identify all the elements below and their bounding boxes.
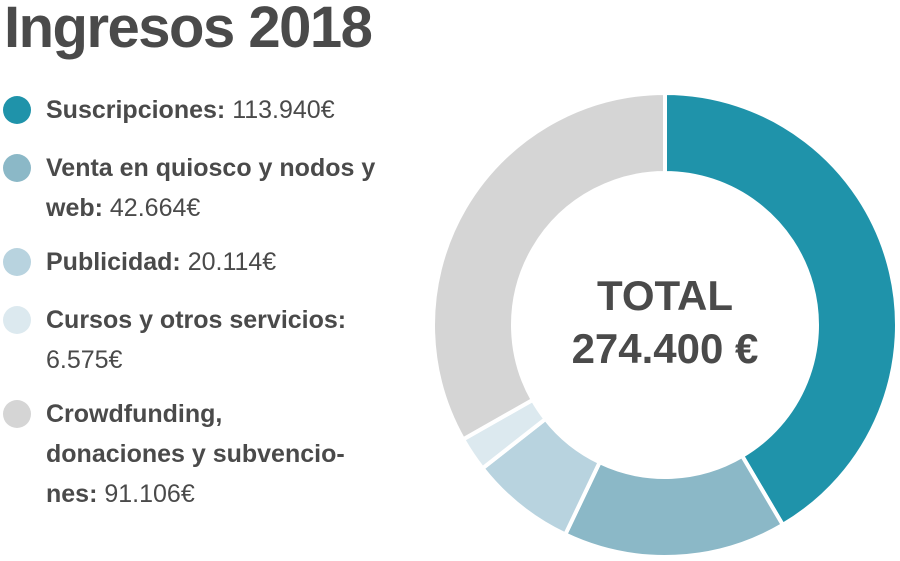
donut-chart: TOTAL 274.400 € xyxy=(431,90,899,559)
legend-swatch xyxy=(3,154,31,182)
legend-value: 20.114€ xyxy=(187,248,277,276)
donut-slice-1 xyxy=(562,453,786,559)
legend-label: Venta en quiosco y nodos y web: xyxy=(46,154,376,222)
legend-label: Publicidad: xyxy=(46,248,181,276)
legend-value: 91.106€ xyxy=(104,480,195,508)
legend-swatch xyxy=(3,248,31,276)
donut-slices xyxy=(431,90,899,559)
legend-value: 6.575€ xyxy=(46,346,123,374)
chart-title: Ingresos 2018 xyxy=(4,0,373,60)
legend-swatch xyxy=(3,306,31,334)
legend-value: 42.664€ xyxy=(109,194,201,222)
donut-slice-4 xyxy=(431,90,667,443)
total-value: 274.400 € xyxy=(572,325,759,372)
total-label: TOTAL xyxy=(597,272,733,319)
legend-label: Crowdfunding, donaciones y subvencio-nes… xyxy=(46,400,345,508)
legend-value: 113.940€ xyxy=(232,96,335,124)
legend-swatch xyxy=(3,96,31,124)
legend-label: Cursos y otros servicios: xyxy=(46,306,347,334)
legend-swatch xyxy=(3,400,31,428)
donut-slice-0 xyxy=(663,90,899,528)
legend-label: Suscripciones: xyxy=(46,96,226,124)
